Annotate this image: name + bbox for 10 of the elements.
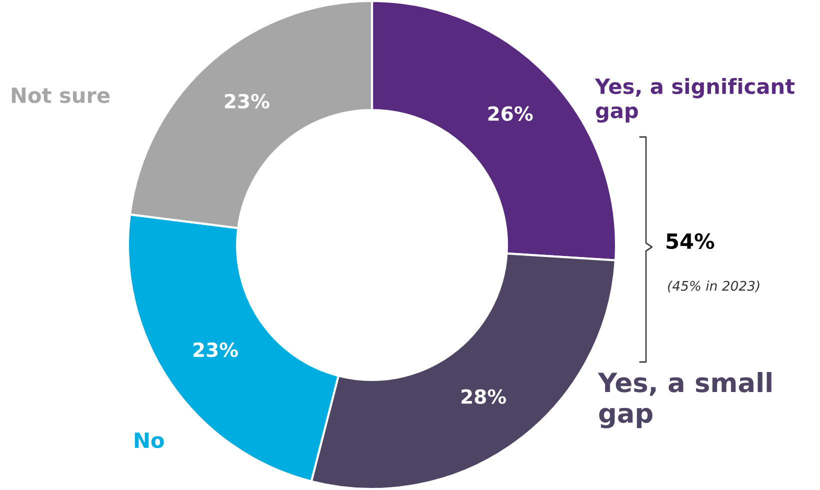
slice-label: No [134, 432, 164, 448]
text: 54% [666, 233, 714, 250]
data-label: 26% [488, 106, 533, 121]
slice-label: Not sure [12, 88, 110, 104]
data-label: 28% [462, 389, 506, 404]
data-label: 23% [224, 94, 270, 109]
slice-label: Yes, a significant gap [594, 78, 795, 123]
slice-label: Yes, a small gap [598, 372, 772, 428]
text: (45% in 2023) [668, 280, 760, 292]
data-label: 23% [194, 342, 238, 358]
